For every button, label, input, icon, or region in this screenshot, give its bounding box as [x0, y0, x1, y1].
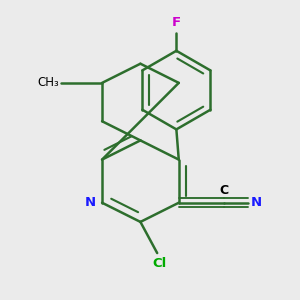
- Text: N: N: [251, 196, 262, 209]
- Text: Cl: Cl: [152, 257, 167, 270]
- Text: C: C: [220, 184, 229, 197]
- Text: CH₃: CH₃: [37, 76, 59, 89]
- Text: N: N: [85, 196, 96, 209]
- Text: F: F: [172, 16, 181, 29]
